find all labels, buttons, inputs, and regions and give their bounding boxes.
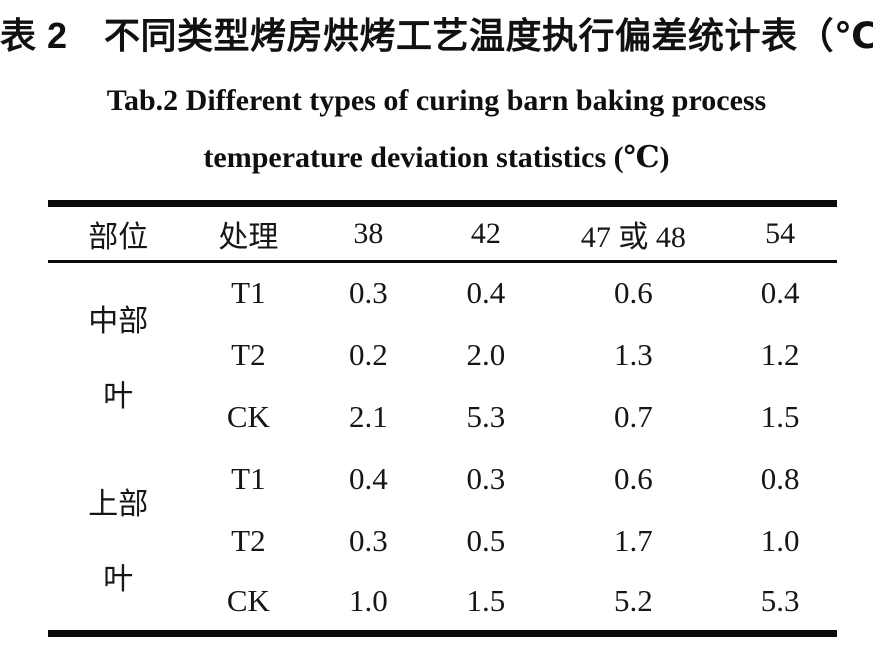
treatment-cell: T1	[231, 275, 266, 311]
table-row: CK 2.1 5.3 0.7 1.5	[48, 386, 837, 448]
header-cell-temp-38: 38	[308, 203, 429, 263]
group-label-line: 叶	[103, 379, 134, 413]
value-cell: 0.2	[348, 336, 388, 372]
table-row: T2 0.3 0.5 1.7 1.0	[48, 510, 837, 572]
table-title-english-line1: Tab.2 Different types of curing barn bak…	[106, 84, 767, 117]
treatment-cell: CK	[226, 398, 270, 434]
value-cell: 0.8	[760, 460, 800, 496]
value-cell: 0.7	[614, 398, 653, 434]
group-label-line: 上部	[88, 488, 149, 522]
value-cell: 1.5	[466, 582, 506, 618]
value-cell: 0.4	[760, 275, 800, 311]
value-cell: 0.6	[614, 460, 653, 496]
value-cell: 0.6	[614, 275, 653, 311]
treatment-cell: CK	[226, 582, 270, 618]
value-cell: 1.7	[614, 522, 653, 558]
value-cell: 5.2	[614, 582, 653, 618]
value-cell: 1.0	[348, 582, 388, 618]
header-cell-temp-47-48: 47 或 48	[543, 203, 724, 263]
value-cell: 2.1	[348, 398, 388, 434]
group-label-line: 叶	[103, 563, 134, 597]
value-cell: 0.4	[466, 275, 506, 311]
value-cell: 1.2	[760, 336, 800, 372]
value-cell: 0.3	[348, 522, 388, 558]
value-cell: 1.5	[760, 398, 800, 434]
header-cell-part: 部位	[48, 203, 189, 263]
value-cell: 2.0	[466, 336, 506, 372]
table-title-chinese: 表 2 不同类型烤房烘烤工艺温度执行偏差统计表（℃）	[0, 15, 873, 56]
temperature-deviation-table: 部位 处理 38 42 47 或 48 54 中部 叶 T1	[48, 200, 837, 637]
table-row: CK 1.0 1.5 5.2 5.3	[48, 572, 837, 634]
table-title-english: Tab.2 Different types of curing barn bak…	[0, 72, 873, 186]
header-cell-treatment: 处理	[188, 203, 309, 263]
treatment-cell: T2	[231, 522, 266, 558]
header-cell-temp-54: 54	[723, 203, 837, 263]
value-cell: 0.3	[466, 460, 506, 496]
treatment-cell: T2	[231, 336, 266, 372]
row-group-label-upper-leaf: 上部 叶	[48, 448, 188, 634]
value-cell: 1.0	[760, 522, 800, 558]
table-row: 上部 叶 T1 0.4 0.3 0.6 0.8	[48, 448, 837, 597]
data-table-wrapper: 部位 处理 38 42 47 或 48 54 中部 叶 T1	[48, 200, 837, 637]
table-row: 中部 叶 T1 0.3 0.4 0.6 0.4	[48, 262, 837, 413]
value-cell: 0.4	[348, 460, 388, 496]
header-cell-temp-42: 42	[428, 203, 544, 263]
row-group-label-middle-leaf: 中部 叶	[48, 262, 188, 448]
value-cell: 1.3	[614, 336, 653, 372]
paper-table-page: 表 2 不同类型烤房烘烤工艺温度执行偏差统计表（℃） Tab.2 Differe…	[0, 7, 873, 646]
treatment-cell: T1	[231, 460, 266, 496]
table-row: T2 0.2 2.0 1.3 1.2	[48, 324, 837, 386]
value-cell: 5.3	[466, 398, 506, 434]
value-cell: 5.3	[760, 582, 800, 618]
table-title-english-line2: temperature deviation statistics (℃)	[203, 141, 670, 174]
value-cell: 0.5	[466, 522, 506, 558]
group-label-line: 中部	[88, 304, 149, 338]
header-row: 部位 处理 38 42 47 或 48 54	[48, 203, 837, 263]
value-cell: 0.3	[348, 275, 388, 311]
